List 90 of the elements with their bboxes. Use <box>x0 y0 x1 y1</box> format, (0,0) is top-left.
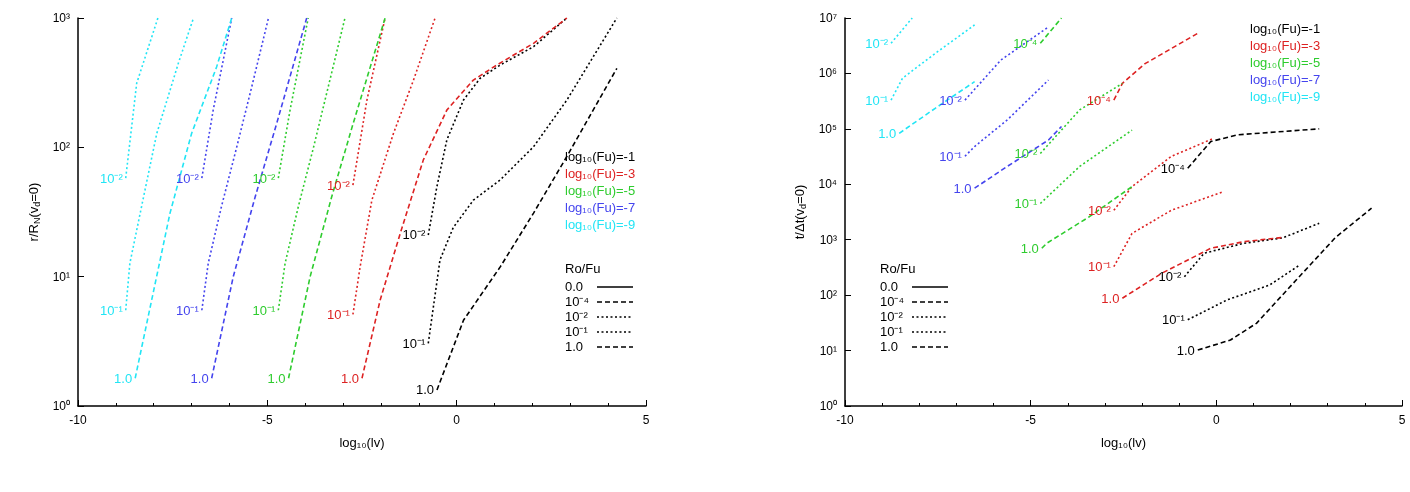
series-label: 10⁻¹ <box>1088 259 1112 275</box>
series-label: 10⁻² <box>99 170 124 186</box>
y-tick-label: 10³ <box>52 11 70 25</box>
y-tick-label: 10³ <box>819 232 837 247</box>
y-tick-label: 10⁴ <box>818 177 837 192</box>
x-tick-label: -5 <box>1025 413 1037 427</box>
annotation: log₁₀(Fu)=-9 <box>565 217 636 232</box>
legend-title: Ro/Fu <box>880 261 916 276</box>
series-label: 10⁻² <box>1158 269 1183 285</box>
line-series <box>1186 264 1301 321</box>
series-label: 1.0 <box>1101 290 1120 306</box>
line-series <box>1113 32 1199 101</box>
x-tick-label: -5 <box>262 413 273 427</box>
series-label: 10⁻¹ <box>176 302 200 318</box>
y-tick-label: 10² <box>52 140 70 155</box>
line-series <box>1041 185 1133 250</box>
annotation: log₁₀(Fu)=-7 <box>565 200 636 215</box>
line-series <box>1113 190 1225 268</box>
annotation: log₁₀(Fu)=-9 <box>1250 89 1321 104</box>
series-label: 10⁻¹ <box>402 335 426 351</box>
series-label: 10⁻¹ <box>1014 196 1038 212</box>
line-series <box>1186 128 1320 170</box>
series-label: 10⁻² <box>327 177 351 193</box>
series-label: 1.0 <box>267 370 286 386</box>
annotation: log₁₀(Fu)=-5 <box>565 183 636 198</box>
series-label: 10⁻² <box>176 170 200 186</box>
annotation: 1.0 <box>415 382 434 398</box>
line-series <box>1121 236 1284 300</box>
annotation: log₁₀(Fu)=-1 <box>1250 21 1321 36</box>
line-series <box>1113 137 1215 212</box>
series-label: 10⁻¹ <box>865 92 889 108</box>
line-series <box>964 79 1050 158</box>
y-tick-label: 10⁰ <box>52 399 70 413</box>
annotation: log₁₀(Fu)=-5 <box>1250 55 1321 70</box>
line-series <box>973 125 1063 189</box>
series-label: 10⁻¹ <box>99 302 124 318</box>
legend-title: Ro/Fu <box>565 261 601 276</box>
annotation: log₁₀(Fu)=-3 <box>565 166 636 181</box>
y-tick-label: 10⁶ <box>818 66 838 81</box>
series-label: 10⁻¹ <box>327 306 351 322</box>
series-label: 10⁻² <box>865 35 889 51</box>
series-label: 10⁻² <box>402 227 426 243</box>
x-tick-label: -10 <box>836 413 854 427</box>
series-label: 10⁻² <box>1014 145 1038 161</box>
annotation: log₁₀(Fu)=-3 <box>1250 38 1321 53</box>
line-series <box>427 17 568 236</box>
annotation: log₁₀(Fu)=-1 <box>565 149 636 164</box>
annotation: 10⁻² <box>565 309 589 324</box>
x-tick-label: 5 <box>1398 413 1406 427</box>
x-axis-title: log₁₀(lv) <box>339 434 385 450</box>
series-label: 10⁻⁴ <box>1086 92 1111 108</box>
line-series <box>352 17 436 316</box>
series-label: 10⁻⁴ <box>1160 160 1185 176</box>
legend-label: 1.0 <box>565 339 584 354</box>
series-label: 10⁻² <box>1088 202 1112 218</box>
annotation: 10⁻² <box>880 309 904 324</box>
x-tick-label: 0 <box>1212 413 1220 427</box>
series-label: 1.0 <box>340 370 359 386</box>
x-tick-label: 5 <box>642 413 650 427</box>
y-tick-label: 10⁵ <box>818 121 838 136</box>
annotation: log₁₀(Fu)=-7 <box>1250 72 1321 87</box>
x-tick-label: 0 <box>453 413 461 427</box>
series-label: 10⁻¹ <box>1161 312 1186 328</box>
annotation: 10⁻⁴ <box>880 294 905 309</box>
series-label: 1.0 <box>190 370 209 386</box>
line-series <box>1183 222 1320 278</box>
y-tick-label: 10¹ <box>52 269 70 284</box>
annotation: 10⁻¹ <box>880 324 904 339</box>
y-tick-label: 10¹ <box>819 343 837 358</box>
series-label: 1.0 <box>878 125 897 141</box>
series-label: 10⁻² <box>939 92 963 108</box>
annotation: 10⁻⁴ <box>565 294 590 309</box>
series-label: 1.0 <box>953 180 972 196</box>
series-label: 1.0 <box>114 370 133 386</box>
series-label: 10⁻² <box>252 170 276 186</box>
y-tick-label: 10⁰ <box>819 399 837 413</box>
x-axis-title: log₁₀(lv) <box>1100 434 1147 450</box>
y-tick-label: 10² <box>819 288 837 303</box>
series-label: 10⁻¹ <box>252 302 276 318</box>
series-label: 1.0 <box>1020 240 1039 256</box>
line-series <box>1196 207 1373 351</box>
legend-label: 1.0 <box>880 339 899 354</box>
x-tick-label: -10 <box>69 413 87 427</box>
y-tick-label: 10⁷ <box>819 11 837 25</box>
annotation: 10⁻¹ <box>565 324 589 339</box>
annotation: 0.0 <box>565 279 584 294</box>
annotation: 0.0 <box>880 279 899 294</box>
annotation: 1.0 <box>1176 342 1195 358</box>
series-label: 10⁻¹ <box>939 148 963 164</box>
series-label: 10⁻⁴ <box>1013 35 1038 51</box>
